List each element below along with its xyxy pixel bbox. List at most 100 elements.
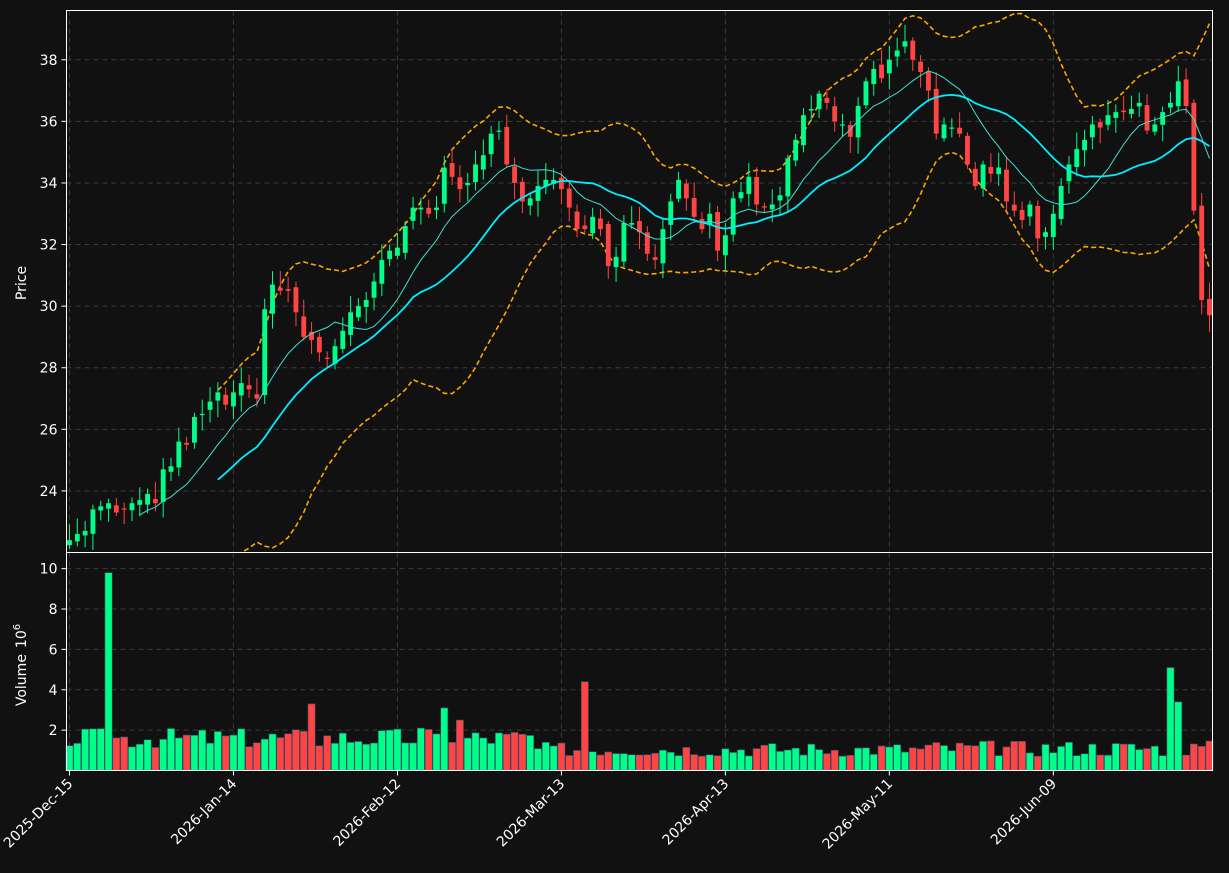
volume-bar xyxy=(159,739,168,771)
candle xyxy=(293,281,299,327)
volume-bar xyxy=(424,729,433,771)
volume-bar xyxy=(260,738,269,771)
price-tick-label: 24 xyxy=(40,484,58,500)
price-tick-label: 32 xyxy=(40,238,58,254)
volume-bar xyxy=(1057,746,1066,771)
volume-bar xyxy=(73,743,82,771)
volume-tick-label: 8 xyxy=(49,602,58,618)
candle xyxy=(238,367,244,412)
candle-body xyxy=(332,346,338,364)
candle-body xyxy=(1168,102,1173,108)
volume-bar xyxy=(635,754,644,771)
volume-bar xyxy=(487,743,496,771)
candle-body xyxy=(168,466,174,472)
candle-body xyxy=(871,69,877,84)
volume-bar xyxy=(619,753,628,771)
candle-body xyxy=(1160,112,1166,125)
volume-bar xyxy=(971,745,980,771)
candle-body xyxy=(808,109,814,111)
candle-body xyxy=(933,88,939,134)
volume-bar xyxy=(776,751,784,771)
volume-bar xyxy=(557,742,566,771)
volume-bar xyxy=(768,743,777,771)
volume-bar xyxy=(432,733,441,771)
candle xyxy=(82,520,88,548)
x-ticks: 2025-Dec-15 2026-Jan-14 2026-Feb-12 2026-Ma… xyxy=(1,770,1060,853)
volume-bar xyxy=(81,728,90,771)
volume-axis-label: Volume 106 xyxy=(12,624,30,706)
candle xyxy=(441,155,447,213)
candle xyxy=(152,482,158,512)
candle xyxy=(1089,116,1095,150)
volume-bar xyxy=(908,747,917,771)
volume-bar xyxy=(120,736,129,771)
candle xyxy=(535,169,541,217)
candle xyxy=(1066,155,1072,194)
volume-bar xyxy=(1127,743,1136,771)
volume-bar xyxy=(565,755,574,771)
candle-body xyxy=(1027,204,1033,217)
price-y-ticks: 24 26 28 30 32 34 36 38 xyxy=(40,53,67,500)
volume-bar xyxy=(838,755,847,771)
candle-body xyxy=(816,93,822,110)
volume-bar xyxy=(221,735,230,771)
candle-body xyxy=(566,188,572,208)
candle-body xyxy=(512,166,517,183)
candle-body xyxy=(199,413,205,416)
volume-y-ticks: 2 4 6 8 10 xyxy=(40,562,67,739)
candle-body xyxy=(113,505,119,513)
candle xyxy=(1035,200,1041,252)
candle-body xyxy=(74,534,80,542)
candle-body xyxy=(660,229,666,264)
candle-body xyxy=(1050,213,1056,238)
candle-body xyxy=(106,503,111,509)
candle-body xyxy=(426,207,432,214)
candle-body xyxy=(246,385,252,390)
volume-bar xyxy=(440,707,449,771)
candle-body xyxy=(754,177,760,205)
volume-bar xyxy=(370,742,378,771)
moving-average-fast-line xyxy=(139,70,1210,516)
candle-body xyxy=(301,316,307,337)
volume-bar xyxy=(104,572,113,771)
volume-axis-base: 10 xyxy=(14,630,30,648)
candle xyxy=(145,488,151,514)
volume-bar xyxy=(596,754,605,771)
candle-body xyxy=(504,127,510,165)
candle xyxy=(199,399,205,431)
candle-body xyxy=(1199,205,1205,300)
price-tick-label: 28 xyxy=(40,361,58,377)
bollinger-upper-line xyxy=(217,12,1211,391)
volume-bar xyxy=(916,748,925,771)
volume-bar xyxy=(862,747,870,771)
candle-body xyxy=(574,211,580,230)
volume-bar xyxy=(994,755,1003,771)
candle-body xyxy=(1136,102,1142,107)
candle-body xyxy=(652,257,658,260)
candle xyxy=(1160,106,1166,142)
candle xyxy=(707,202,713,239)
candle xyxy=(426,199,432,218)
volume-bar xyxy=(924,744,933,771)
candle xyxy=(918,55,924,88)
volume-bar xyxy=(276,737,285,771)
candle xyxy=(925,67,931,103)
volume-bar xyxy=(1104,754,1112,771)
candle xyxy=(488,125,494,167)
volume-bar xyxy=(666,751,675,771)
candle xyxy=(1168,91,1173,114)
volume-bar xyxy=(346,742,355,771)
candle xyxy=(324,351,330,368)
candle-body xyxy=(1113,112,1119,118)
candle xyxy=(379,244,385,297)
candle xyxy=(793,134,799,167)
volume-bar xyxy=(947,750,956,771)
volume-bar xyxy=(377,730,386,771)
volume-bar xyxy=(1002,746,1011,771)
volume-bar xyxy=(674,755,683,771)
volume-bar xyxy=(979,741,987,771)
candle xyxy=(558,171,564,205)
candle-body xyxy=(90,509,96,534)
candle xyxy=(847,121,853,154)
